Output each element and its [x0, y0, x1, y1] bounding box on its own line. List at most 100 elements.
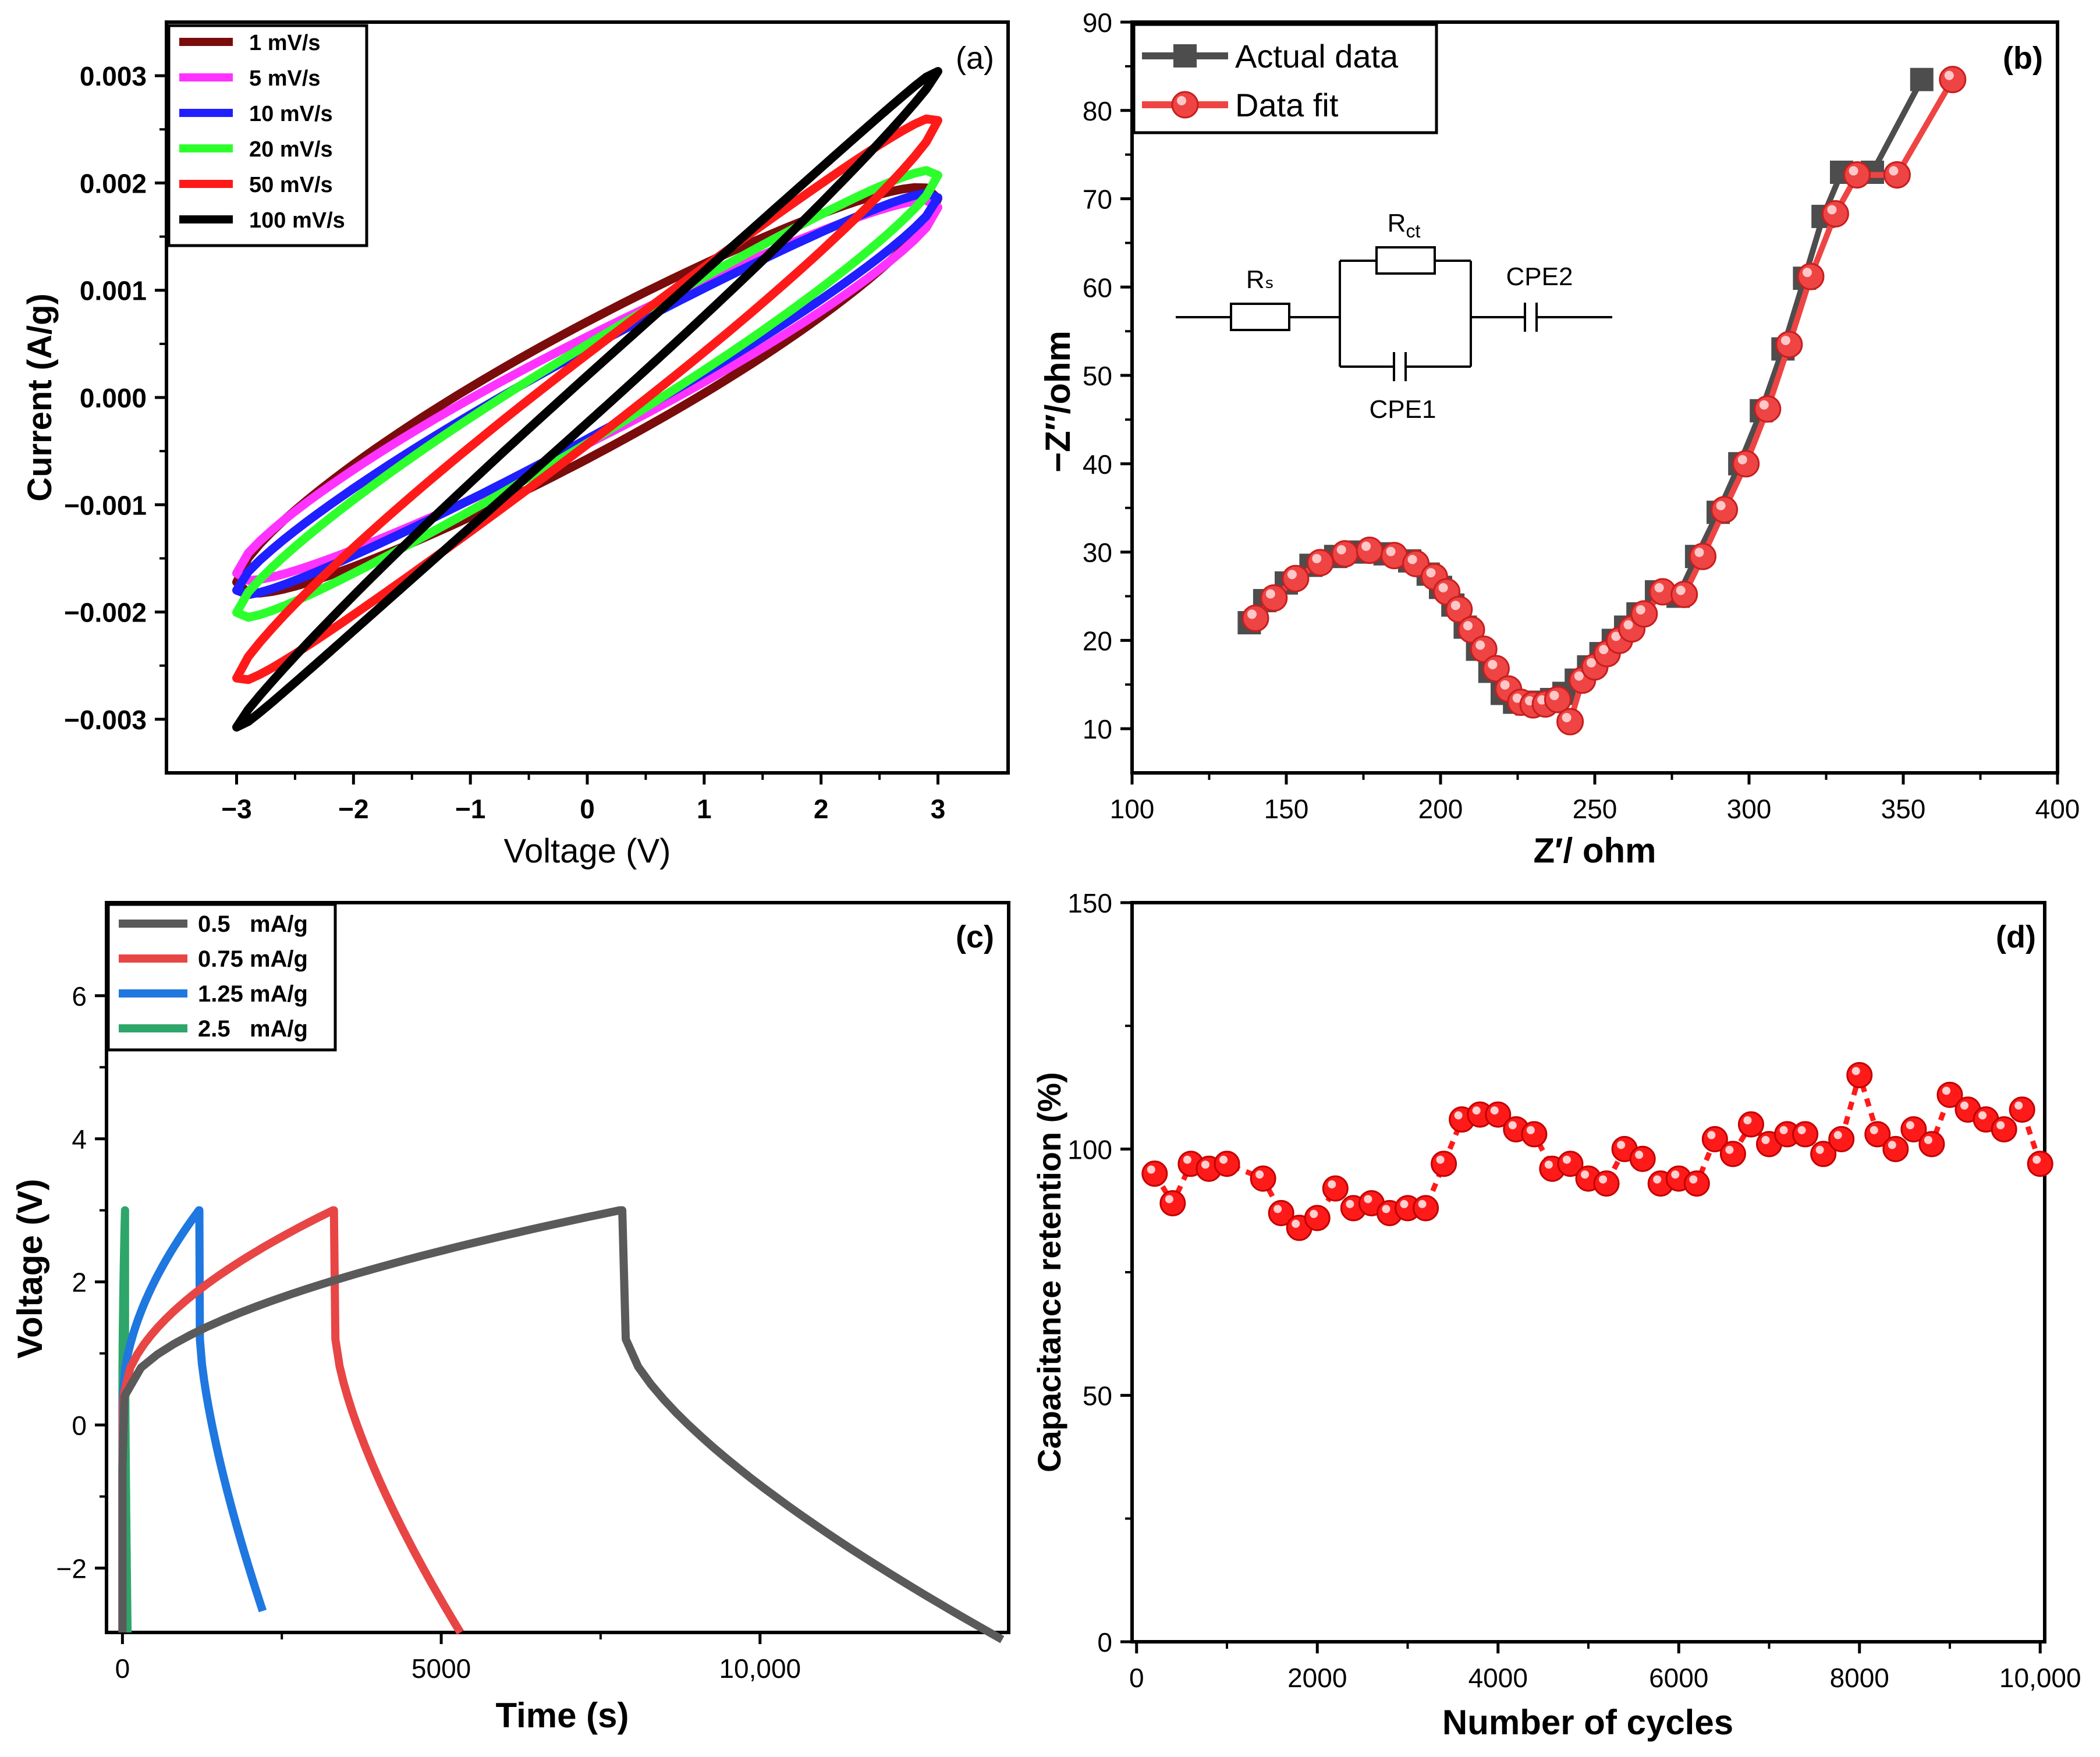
circuit-label-rct-sub: ct [1406, 221, 1420, 242]
retention-point-highlight [1454, 1111, 1463, 1120]
retention-point [1991, 1116, 2017, 1142]
retention-point-highlight [1255, 1170, 1264, 1179]
retention-point [1322, 1175, 1349, 1202]
retention-point-highlight [1400, 1199, 1409, 1208]
y-tick-label: 50 [1083, 361, 1112, 391]
legend-label: 10 mV/s [249, 102, 333, 126]
x-tick-label: 10,000 [1999, 1663, 2081, 1693]
panel-a-legend-box [167, 24, 368, 247]
fit-point-highlight [1944, 70, 1954, 80]
retention-point-highlight [1310, 1209, 1318, 1218]
circuit-label-cpe2: CPE2 [1506, 262, 1573, 291]
retention-point-highlight [1418, 1199, 1427, 1208]
y-tick-label: 20 [1083, 626, 1112, 656]
y-tick-label: −0.001 [64, 490, 147, 520]
y-tick-label: 10 [1083, 714, 1112, 744]
gcd-curve-0.5-mA-g [118, 1206, 1005, 1644]
retention-point-highlight [1526, 1126, 1535, 1134]
x-tick-label: 0 [580, 794, 595, 824]
retention-point-highlight [1779, 1126, 1788, 1134]
y-tick-label: 80 [1083, 96, 1112, 126]
x-tick-label: 3 [931, 794, 946, 824]
retention-point-highlight [1978, 1111, 1987, 1120]
fit-data-point [1670, 580, 1698, 608]
fit-data-point [1939, 66, 1967, 94]
legend-label: 5 mV/s [249, 66, 321, 91]
fit-data-point [1556, 708, 1584, 736]
retention-point [1629, 1145, 1656, 1172]
retention-point-highlight [1581, 1170, 1589, 1179]
fit-point-highlight [1623, 620, 1633, 630]
y-tick-label: −0.002 [64, 598, 147, 628]
retention-point [1214, 1151, 1240, 1177]
retention-point-highlight [1382, 1205, 1390, 1213]
x-tick-label: 2 [814, 794, 829, 824]
y-tick-label: 40 [1083, 449, 1112, 480]
x-tick-label: 6000 [1649, 1663, 1708, 1693]
fit-point-highlight [1407, 555, 1417, 565]
equivalent-circuit [1176, 246, 1612, 381]
fit-point-highlight [1636, 605, 1645, 615]
retention-point [1918, 1131, 1945, 1158]
retention-point [1431, 1151, 1457, 1177]
legend-label: 1.25 mA/g [198, 981, 308, 1007]
retention-point-highlight [1436, 1155, 1445, 1164]
cv-loop-20-mv-s [232, 166, 942, 622]
y-tick-label: 0.003 [80, 61, 147, 91]
retention-point-highlight [1653, 1175, 1662, 1184]
x-tick-label: 250 [1573, 794, 1617, 824]
y-tick-label: 0.000 [80, 383, 147, 413]
retention-point-highlight [2014, 1101, 2023, 1110]
panel-b-legend-box [1132, 23, 1438, 134]
panel-b-ylabel: −Z″/ohm [1038, 331, 1077, 473]
panel-d-ylabel: Capacitance retention (%) [1031, 1072, 1067, 1472]
retention-point-highlight [1599, 1175, 1608, 1184]
retention-point-highlight [1761, 1135, 1770, 1144]
fit-data-point [1260, 584, 1288, 612]
retention-point-highlight [1219, 1155, 1228, 1164]
fit-data-point [1306, 549, 1334, 577]
fit-point-highlight [1512, 693, 1522, 703]
panel-c-xlabel: Time (s) [496, 1696, 629, 1735]
fit-point-highlight [1574, 671, 1584, 681]
legend-label: Data fit [1235, 87, 1339, 123]
legend-label: 50 mV/s [249, 173, 333, 197]
y-tick-label: 4 [72, 1124, 87, 1155]
retention-point-highlight [1562, 1155, 1571, 1164]
panel-a-legend: 1 mV/s 5 mV/s 10 mV/s 20 mV/s 50 mV/s 100 mV/… [167, 24, 368, 247]
panel-c-label: (c) [956, 920, 994, 954]
retention-point [1828, 1126, 1855, 1152]
y-tick-label: −2 [56, 1553, 87, 1584]
x-tick-label: −3 [221, 794, 251, 824]
cv-loop-1-mv-s [232, 183, 942, 598]
actual-data-point [1910, 68, 1934, 91]
retention-point-highlight [1689, 1175, 1698, 1184]
retention-point [1159, 1190, 1186, 1216]
fit-point-highlight [1450, 601, 1460, 610]
gcd-curve-1.25-mA-g [118, 1206, 267, 1632]
circuit-label-cpe1: CPE1 [1370, 395, 1436, 424]
y-tick-label: 0 [72, 1410, 87, 1440]
legend-label: 1 mV/s [249, 31, 321, 55]
retention-point-highlight [2032, 1155, 2041, 1164]
fit-point-highlight [1336, 545, 1346, 555]
cv-loop-5-mv-s [232, 196, 942, 585]
legend-label: 0.5 mA/g [198, 911, 308, 937]
retention-point [1521, 1121, 1548, 1148]
fit-data-point [1883, 161, 1911, 189]
x-tick-label: 8000 [1830, 1663, 1889, 1693]
x-tick-label: −1 [455, 794, 485, 824]
retention-point-highlight [1942, 1087, 1950, 1095]
retention-point-highlight [1743, 1116, 1752, 1124]
retention-point-highlight [1870, 1126, 1878, 1134]
fit-data-point [1241, 604, 1269, 632]
actual-line [1247, 78, 1925, 707]
fit-point-highlight [1803, 268, 1812, 278]
fit-point-highlight [1475, 640, 1485, 650]
fit-point-highlight [1827, 205, 1837, 215]
fit-point-highlight [1312, 553, 1322, 563]
fit-point-highlight [1780, 335, 1790, 345]
fit-point-highlight [1889, 166, 1899, 176]
x-tick-label: 10,000 [719, 1653, 801, 1684]
retention-point-highlight [1274, 1205, 1282, 1213]
